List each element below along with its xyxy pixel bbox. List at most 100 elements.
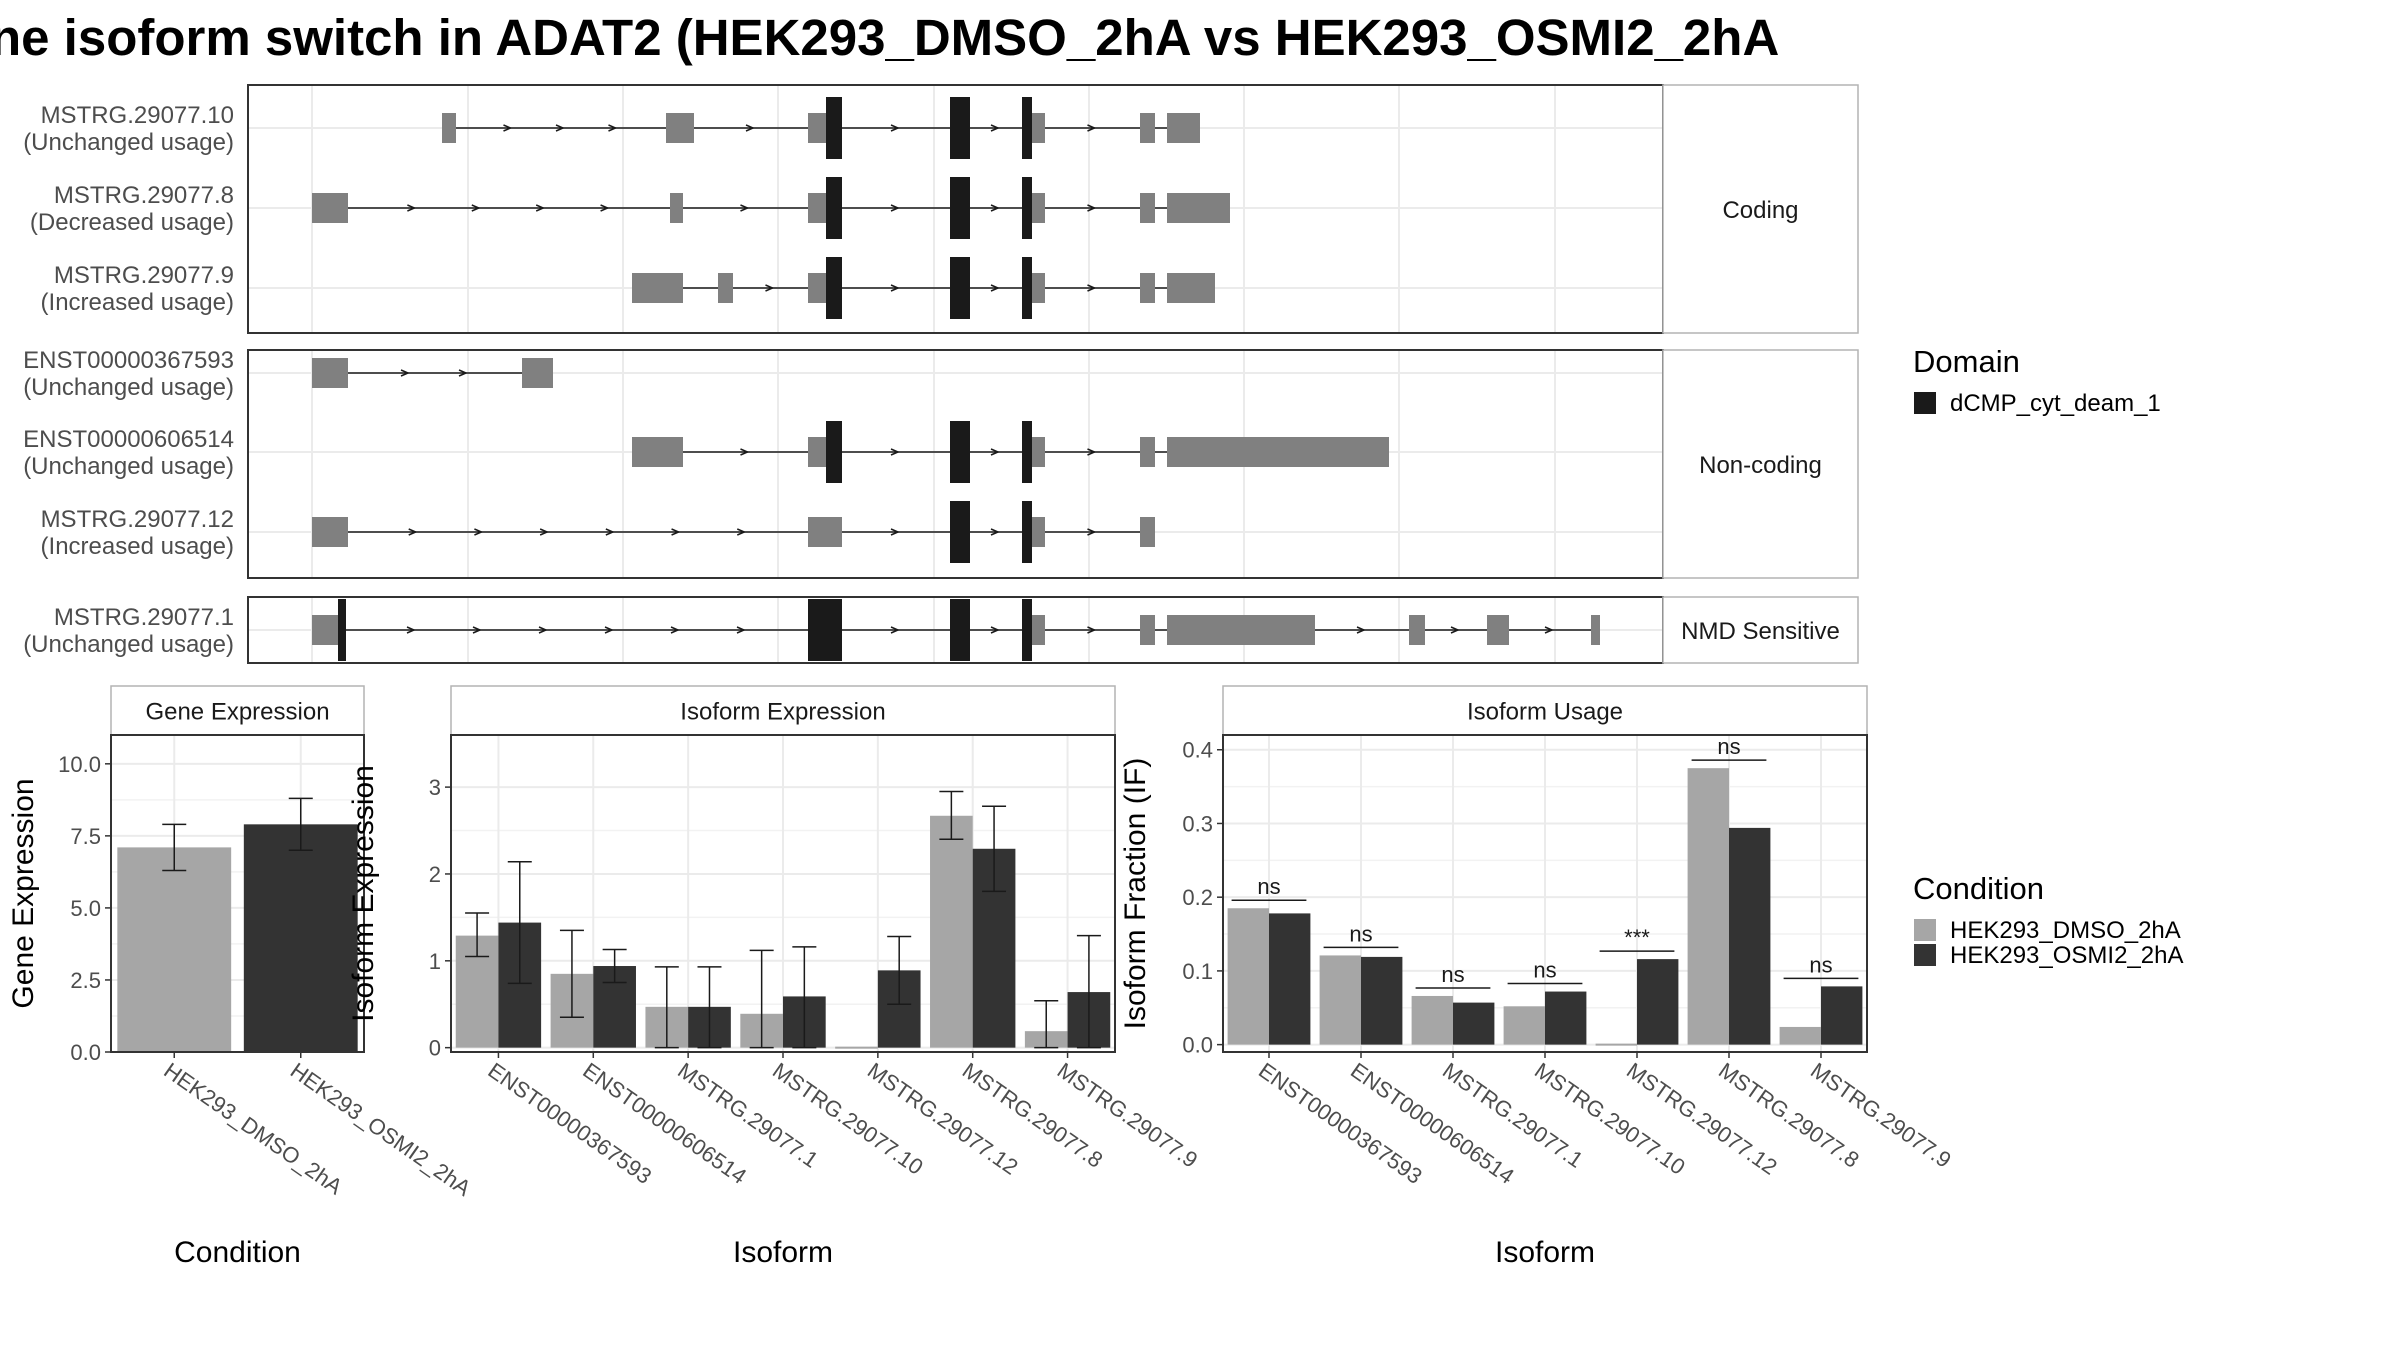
strand-arrow (458, 369, 468, 377)
structure-panel-non-coding: ENST00000367593(Unchanged usage)ENST0000… (23, 347, 1711, 579)
category-strip-label: NMD Sensitive (1681, 618, 1840, 645)
strand-arrow (765, 284, 775, 292)
category-strip (1662, 84, 1859, 334)
domain-block (950, 421, 970, 483)
domain-block (1022, 501, 1032, 563)
strand-arrow (740, 204, 750, 212)
bar (243, 824, 358, 1052)
strand-arrow (1356, 626, 1366, 634)
strand-arrow (671, 528, 681, 536)
strand-arrow (400, 369, 410, 377)
isoform-track (442, 97, 1200, 159)
significance-label: ns (1717, 734, 1740, 759)
bar (1411, 995, 1453, 1045)
exon-block (808, 273, 826, 303)
structure-panel-coding: MSTRG.29077.10(Unchanged usage) MSTRG.290… (23, 84, 1711, 334)
domain-block (1022, 599, 1032, 661)
isoform-usage-label: (Unchanged usage) (23, 374, 234, 401)
x-tick-label: ENST00000606514 (1346, 1058, 1519, 1189)
isoform-usage-label: (Decreased usage) (30, 209, 234, 236)
exon-block (1140, 517, 1155, 547)
domain-block (338, 599, 346, 661)
domain-legend-title: Domain (1913, 344, 2020, 379)
exon-block (1032, 113, 1045, 143)
bar (1821, 986, 1863, 1045)
exon-block (522, 358, 553, 388)
exon-block (1140, 437, 1155, 467)
x-axis-title: Isoform (1495, 1236, 1595, 1269)
exon-block (1167, 193, 1230, 223)
strand-arrow (1087, 124, 1097, 132)
domain-legend-item: dCMP_cyt_deam_1 (1950, 390, 2161, 417)
exon-block (1167, 615, 1315, 645)
strand-arrow (1087, 528, 1097, 536)
y-tick-label: 7.5 (70, 824, 101, 849)
y-axis-title: Gene Expression (7, 778, 40, 1008)
bar (835, 1046, 878, 1049)
significance-label: ns (1533, 958, 1556, 983)
bar (117, 847, 232, 1052)
domain-legend: Domain dCMP_cyt_deam_1 (1913, 344, 2161, 417)
plot-border (110, 734, 365, 1053)
significance-label: ns (1257, 874, 1280, 899)
isoform-label: ENST00000606514 (23, 426, 234, 453)
exon-block (670, 193, 683, 223)
isoform-label: MSTRG.29077.10 (41, 102, 234, 129)
chart-title: Isoform Expression (680, 699, 885, 726)
chart-strip (110, 685, 365, 736)
exon-block (442, 113, 456, 143)
y-tick-label: 2 (429, 862, 441, 887)
y-tick-label: 0.0 (1182, 1033, 1213, 1058)
y-tick-label: 0.2 (1182, 885, 1213, 910)
domain-block (826, 257, 842, 319)
y-tick-label: 3 (429, 775, 441, 800)
domain-block (1022, 421, 1032, 483)
isoform-expression-chart: Isoform Expression 0 1 2 3 ENST00000367593ENS… (347, 685, 1202, 1269)
isoform-usage-label: (Increased usage) (41, 533, 234, 560)
domain-block (950, 501, 970, 563)
domain-block (826, 177, 842, 239)
exon-block (312, 615, 327, 645)
isoform-usage-label: (Unchanged usage) (23, 453, 234, 480)
category-strip-label: Non-coding (1699, 452, 1822, 479)
domain-block (950, 599, 970, 661)
exon-block (1032, 273, 1045, 303)
isoform-usage-label: (Unchanged usage) (23, 631, 234, 658)
exon-block (1591, 615, 1600, 645)
condition-legend-key-osmi (1914, 944, 1936, 966)
significance-label: ns (1441, 962, 1464, 987)
strand-arrow (890, 284, 900, 292)
strand-arrow (990, 528, 1000, 536)
exon-block (1167, 273, 1215, 303)
exon-block (327, 615, 338, 645)
bar (1227, 908, 1269, 1045)
isoform-label: ENST00000367593 (23, 347, 234, 374)
strand-arrow (890, 448, 900, 456)
exon-block (808, 437, 826, 467)
y-tick-label: 0.0 (70, 1040, 101, 1065)
condition-legend-key-dmso (1914, 919, 1936, 941)
exon-block (1032, 517, 1045, 547)
y-tick-label: 0 (429, 1036, 441, 1061)
category-strip-label: Coding (1722, 197, 1798, 224)
strand-arrow (890, 528, 900, 536)
y-axis-title: Isoform Fraction (IF) (1119, 758, 1152, 1030)
strand-arrow (890, 204, 900, 212)
strand-arrow (890, 626, 900, 634)
y-tick-label: 1 (429, 949, 441, 974)
bar (1729, 827, 1771, 1045)
x-tick-label: ENST00000367593 (1254, 1058, 1427, 1189)
y-tick-label: 0.3 (1182, 811, 1213, 836)
strand-arrow (745, 124, 755, 132)
structure-panel-nmd-sensitive: MSTRG.29077.1(Unchanged usage) (23, 596, 1711, 664)
figure-title: ne isoform switch in ADAT2 (HEK293_DMSO_… (0, 9, 1779, 66)
plot-border (1222, 734, 1868, 1053)
strand-arrow (472, 626, 482, 634)
category-strip (1662, 349, 1859, 579)
strand-arrow (1450, 626, 1460, 634)
isoform-label: MSTRG.29077.8 (54, 182, 234, 209)
bar (1779, 1026, 1821, 1045)
isoform-track (632, 421, 1389, 483)
strand-arrow (604, 626, 614, 634)
domain-block (826, 97, 842, 159)
